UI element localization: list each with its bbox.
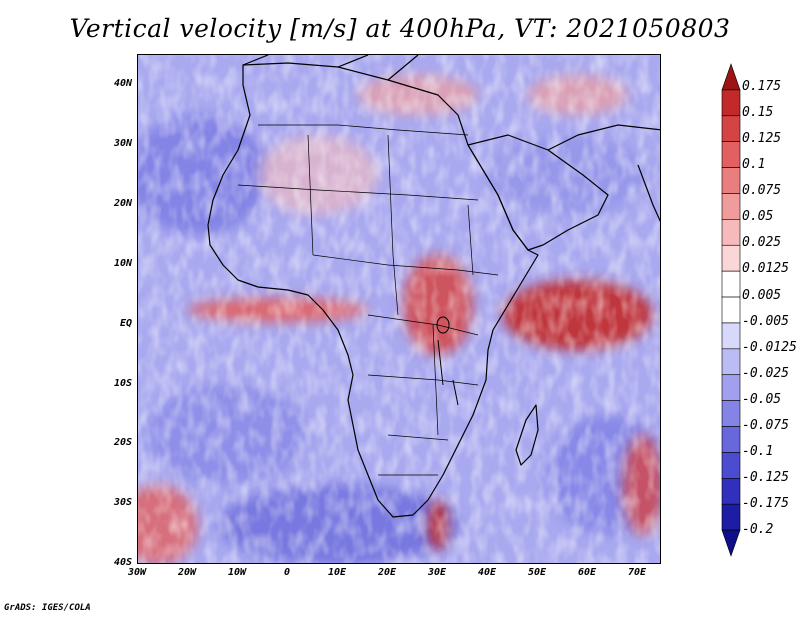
colorbar-label: -0.05 [742,392,782,407]
y-tick-label: 10S [113,378,132,389]
y-tick-label: 40S [113,557,132,568]
colorbar-swatch [721,503,741,531]
x-tick-label: 20W [177,567,197,578]
vertical-velocity-field [138,55,660,563]
colorbar-swatch [721,322,741,350]
y-tick-label: 30S [113,497,132,508]
colorbar-swatch [721,478,741,505]
colorbar-label: -0.2 [742,522,774,537]
colorbar-swatch [721,115,741,142]
colorbar-swatch [721,244,741,272]
x-tick-label: 60E [577,567,597,578]
country-borders [237,124,499,476]
colorbar-label: 0.125 [742,131,782,146]
coastlines [207,55,660,518]
lakes [436,316,459,406]
y-tick-label: 40N [113,78,132,89]
colorbar-label: 0.005 [742,288,782,303]
y-tick-label: EQ [119,318,132,329]
y-tick-label: 10N [113,258,132,269]
x-tick-label: 10E [327,567,347,578]
x-tick-label: 30E [427,567,447,578]
map-plot-area [137,54,661,564]
x-tick-label: 0 [283,567,291,578]
colorbar-label: 0.175 [742,79,782,94]
colorbar-swatch [721,529,741,557]
colorbar-label: -0.0125 [742,340,797,355]
colorbar-label: 0.1 [742,157,766,172]
colorbar-swatch [721,193,741,220]
y-tick-label: 30N [113,138,132,149]
colorbar-label: -0.005 [742,314,789,329]
field-texture [138,55,660,563]
colorbar-swatch [721,348,741,376]
y-tick-label: 20S [113,437,132,448]
colorbar-swatch [721,426,741,453]
colorbar [721,63,741,557]
chart-title: Vertical velocity [m/s] at 400hPa, VT: 2… [69,14,731,43]
colorbar-label: -0.025 [742,366,789,381]
x-tick-label: 70E [627,567,647,578]
colorbar-label: -0.075 [742,418,789,433]
colorbar-label: 0.15 [742,105,774,120]
x-tick-label: 40E [477,567,497,578]
colorbar-label: -0.125 [742,470,789,485]
y-tick-label: 20N [113,198,132,209]
colorbar-swatch [721,400,741,427]
colorbar-swatch [721,141,741,168]
colorbar-swatch [721,219,741,246]
x-tick-label: 20E [377,567,397,578]
colorbar-label: 0.075 [742,183,782,198]
colorbar-swatch [721,270,741,298]
credit-text: GrADS: IGES/COLA [4,603,91,613]
colorbar-swatch [721,374,741,401]
colorbar-label: -0.175 [742,496,789,511]
colorbar-label: -0.1 [742,444,774,459]
colorbar-label: 0.05 [742,209,774,224]
colorbar-swatch [721,296,741,324]
x-tick-label: 30W [127,567,147,578]
colorbar-label: 0.0125 [742,261,789,276]
x-tick-label: 50E [527,567,547,578]
colorbar-swatch [721,63,741,91]
colorbar-swatch [721,167,741,194]
colorbar-swatch [721,452,741,479]
colorbar-swatch [721,89,741,117]
x-tick-label: 10W [227,567,247,578]
colorbar-label: 0.025 [742,235,782,250]
